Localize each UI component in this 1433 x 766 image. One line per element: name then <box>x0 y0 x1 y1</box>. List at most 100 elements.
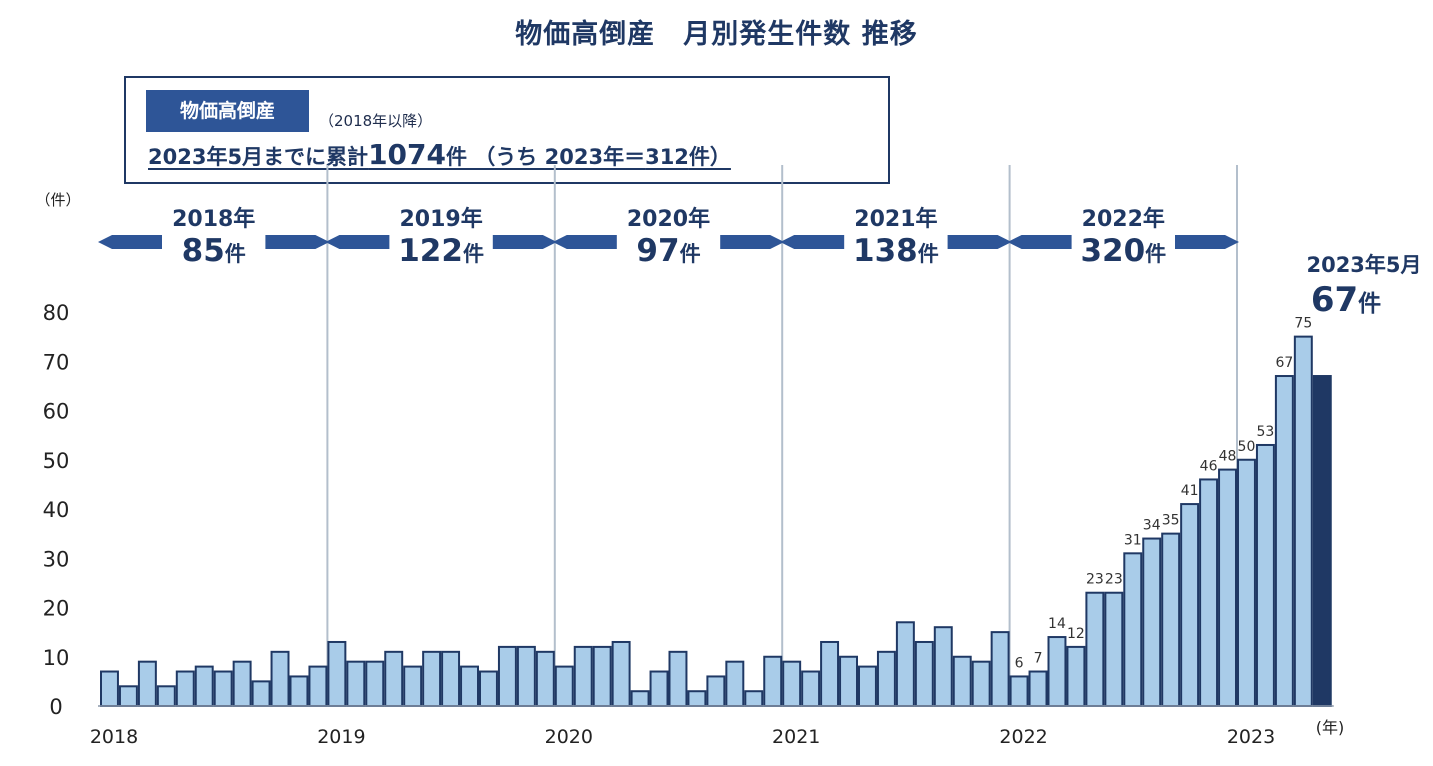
bar <box>270 650 290 708</box>
year-total-label: 2021年 <box>854 206 937 232</box>
y-axis-unit: （件） <box>35 191 80 209</box>
x-tick-label: 2023 <box>1227 726 1275 748</box>
y-tick-label: 30 <box>43 547 70 571</box>
bar <box>839 655 858 707</box>
y-tick-label: 80 <box>43 301 70 325</box>
bar <box>156 685 176 707</box>
y-tick-label: 10 <box>43 646 70 670</box>
bar <box>1237 458 1256 707</box>
y-tick-label: 0 <box>49 695 62 719</box>
data-label: 14 <box>1048 616 1066 632</box>
bar <box>801 670 821 708</box>
bar <box>782 660 802 707</box>
year-total-count: 138件 <box>853 233 939 269</box>
x-tick-label: 2022 <box>999 726 1047 748</box>
bar <box>194 665 214 707</box>
bar <box>100 670 119 708</box>
summary-year-total: 312 <box>645 145 689 169</box>
bar <box>744 690 764 707</box>
bar <box>1255 443 1275 707</box>
bar <box>1123 552 1143 708</box>
bar <box>668 650 688 708</box>
data-label: 46 <box>1200 458 1218 474</box>
year-total-count: 320件 <box>1080 233 1166 269</box>
page-title: 物価高倒産 月別発生件数 推移 <box>515 19 918 50</box>
right-arrow-shape <box>947 235 1012 249</box>
left-arrow-shape <box>325 235 390 249</box>
bar <box>516 645 536 708</box>
data-label: 48 <box>1219 449 1237 465</box>
data-label: 31 <box>1124 532 1142 548</box>
data-label: 50 <box>1238 439 1256 455</box>
bar <box>1028 670 1048 708</box>
bar <box>820 640 840 707</box>
data-label: 7 <box>1034 651 1043 667</box>
data-label: 53 <box>1257 424 1275 440</box>
bar <box>308 665 328 707</box>
data-label: 23 <box>1105 572 1123 588</box>
bar <box>384 650 404 708</box>
left-arrow-shape <box>780 235 845 249</box>
bar <box>1161 532 1181 707</box>
bar <box>895 621 915 708</box>
bar <box>876 650 896 708</box>
bar <box>137 660 157 707</box>
y-tick-label: 20 <box>43 597 70 621</box>
bar <box>725 660 745 707</box>
bar <box>611 640 631 707</box>
bar <box>971 660 991 707</box>
bar <box>573 645 593 708</box>
bar <box>251 680 271 707</box>
bar <box>118 685 138 707</box>
y-tick-label: 50 <box>43 449 70 473</box>
x-tick-label: 2021 <box>772 726 820 748</box>
bar <box>1066 645 1086 708</box>
data-label: 35 <box>1162 513 1180 529</box>
data-label: 67 <box>1275 355 1293 371</box>
bar <box>441 650 461 708</box>
bar <box>1199 478 1219 708</box>
bar <box>479 670 498 708</box>
bar <box>365 660 385 707</box>
summary-tag: 物価高倒産 <box>146 90 309 132</box>
right-arrow-shape <box>720 235 785 249</box>
bar <box>990 631 1010 707</box>
year-total-count: 122件 <box>398 233 484 269</box>
bar <box>933 626 953 708</box>
summary-line-pre: 2023年5月までに累計 <box>148 145 369 169</box>
bar <box>1142 537 1162 707</box>
data-label: 41 <box>1181 483 1199 499</box>
bar <box>213 670 233 708</box>
year-total-label: 2019年 <box>399 206 482 232</box>
bar-highlight <box>1312 375 1332 707</box>
right-arrow-shape <box>265 235 330 249</box>
bar <box>1218 468 1238 707</box>
bar <box>1180 503 1200 708</box>
y-tick-label: 40 <box>43 498 70 522</box>
data-label: 23 <box>1086 572 1104 588</box>
bar <box>554 665 574 707</box>
left-arrow-shape <box>552 235 617 249</box>
bar <box>1293 335 1313 707</box>
year-total-label: 2020年 <box>627 206 710 232</box>
bar <box>175 670 195 708</box>
latest-month-count: 67件 <box>1311 280 1381 320</box>
right-arrow-shape <box>492 235 557 249</box>
right-arrow-shape <box>1175 235 1239 249</box>
latest-month-label: 2023年5月 <box>1306 253 1421 277</box>
y-tick-label: 70 <box>43 350 70 374</box>
bar <box>952 655 972 707</box>
bar <box>535 650 555 708</box>
bar <box>327 640 347 707</box>
x-tick-label: 2020 <box>545 726 593 748</box>
bar <box>422 650 442 708</box>
bar <box>649 670 669 708</box>
summary-total: 1074 <box>368 138 446 171</box>
left-arrow-shape <box>1007 235 1072 249</box>
year-total-label: 2022年 <box>1082 206 1165 232</box>
x-tick-label: 2019 <box>317 726 365 748</box>
bar <box>1274 375 1294 707</box>
y-tick-label: 60 <box>43 400 70 424</box>
bar <box>460 665 479 707</box>
